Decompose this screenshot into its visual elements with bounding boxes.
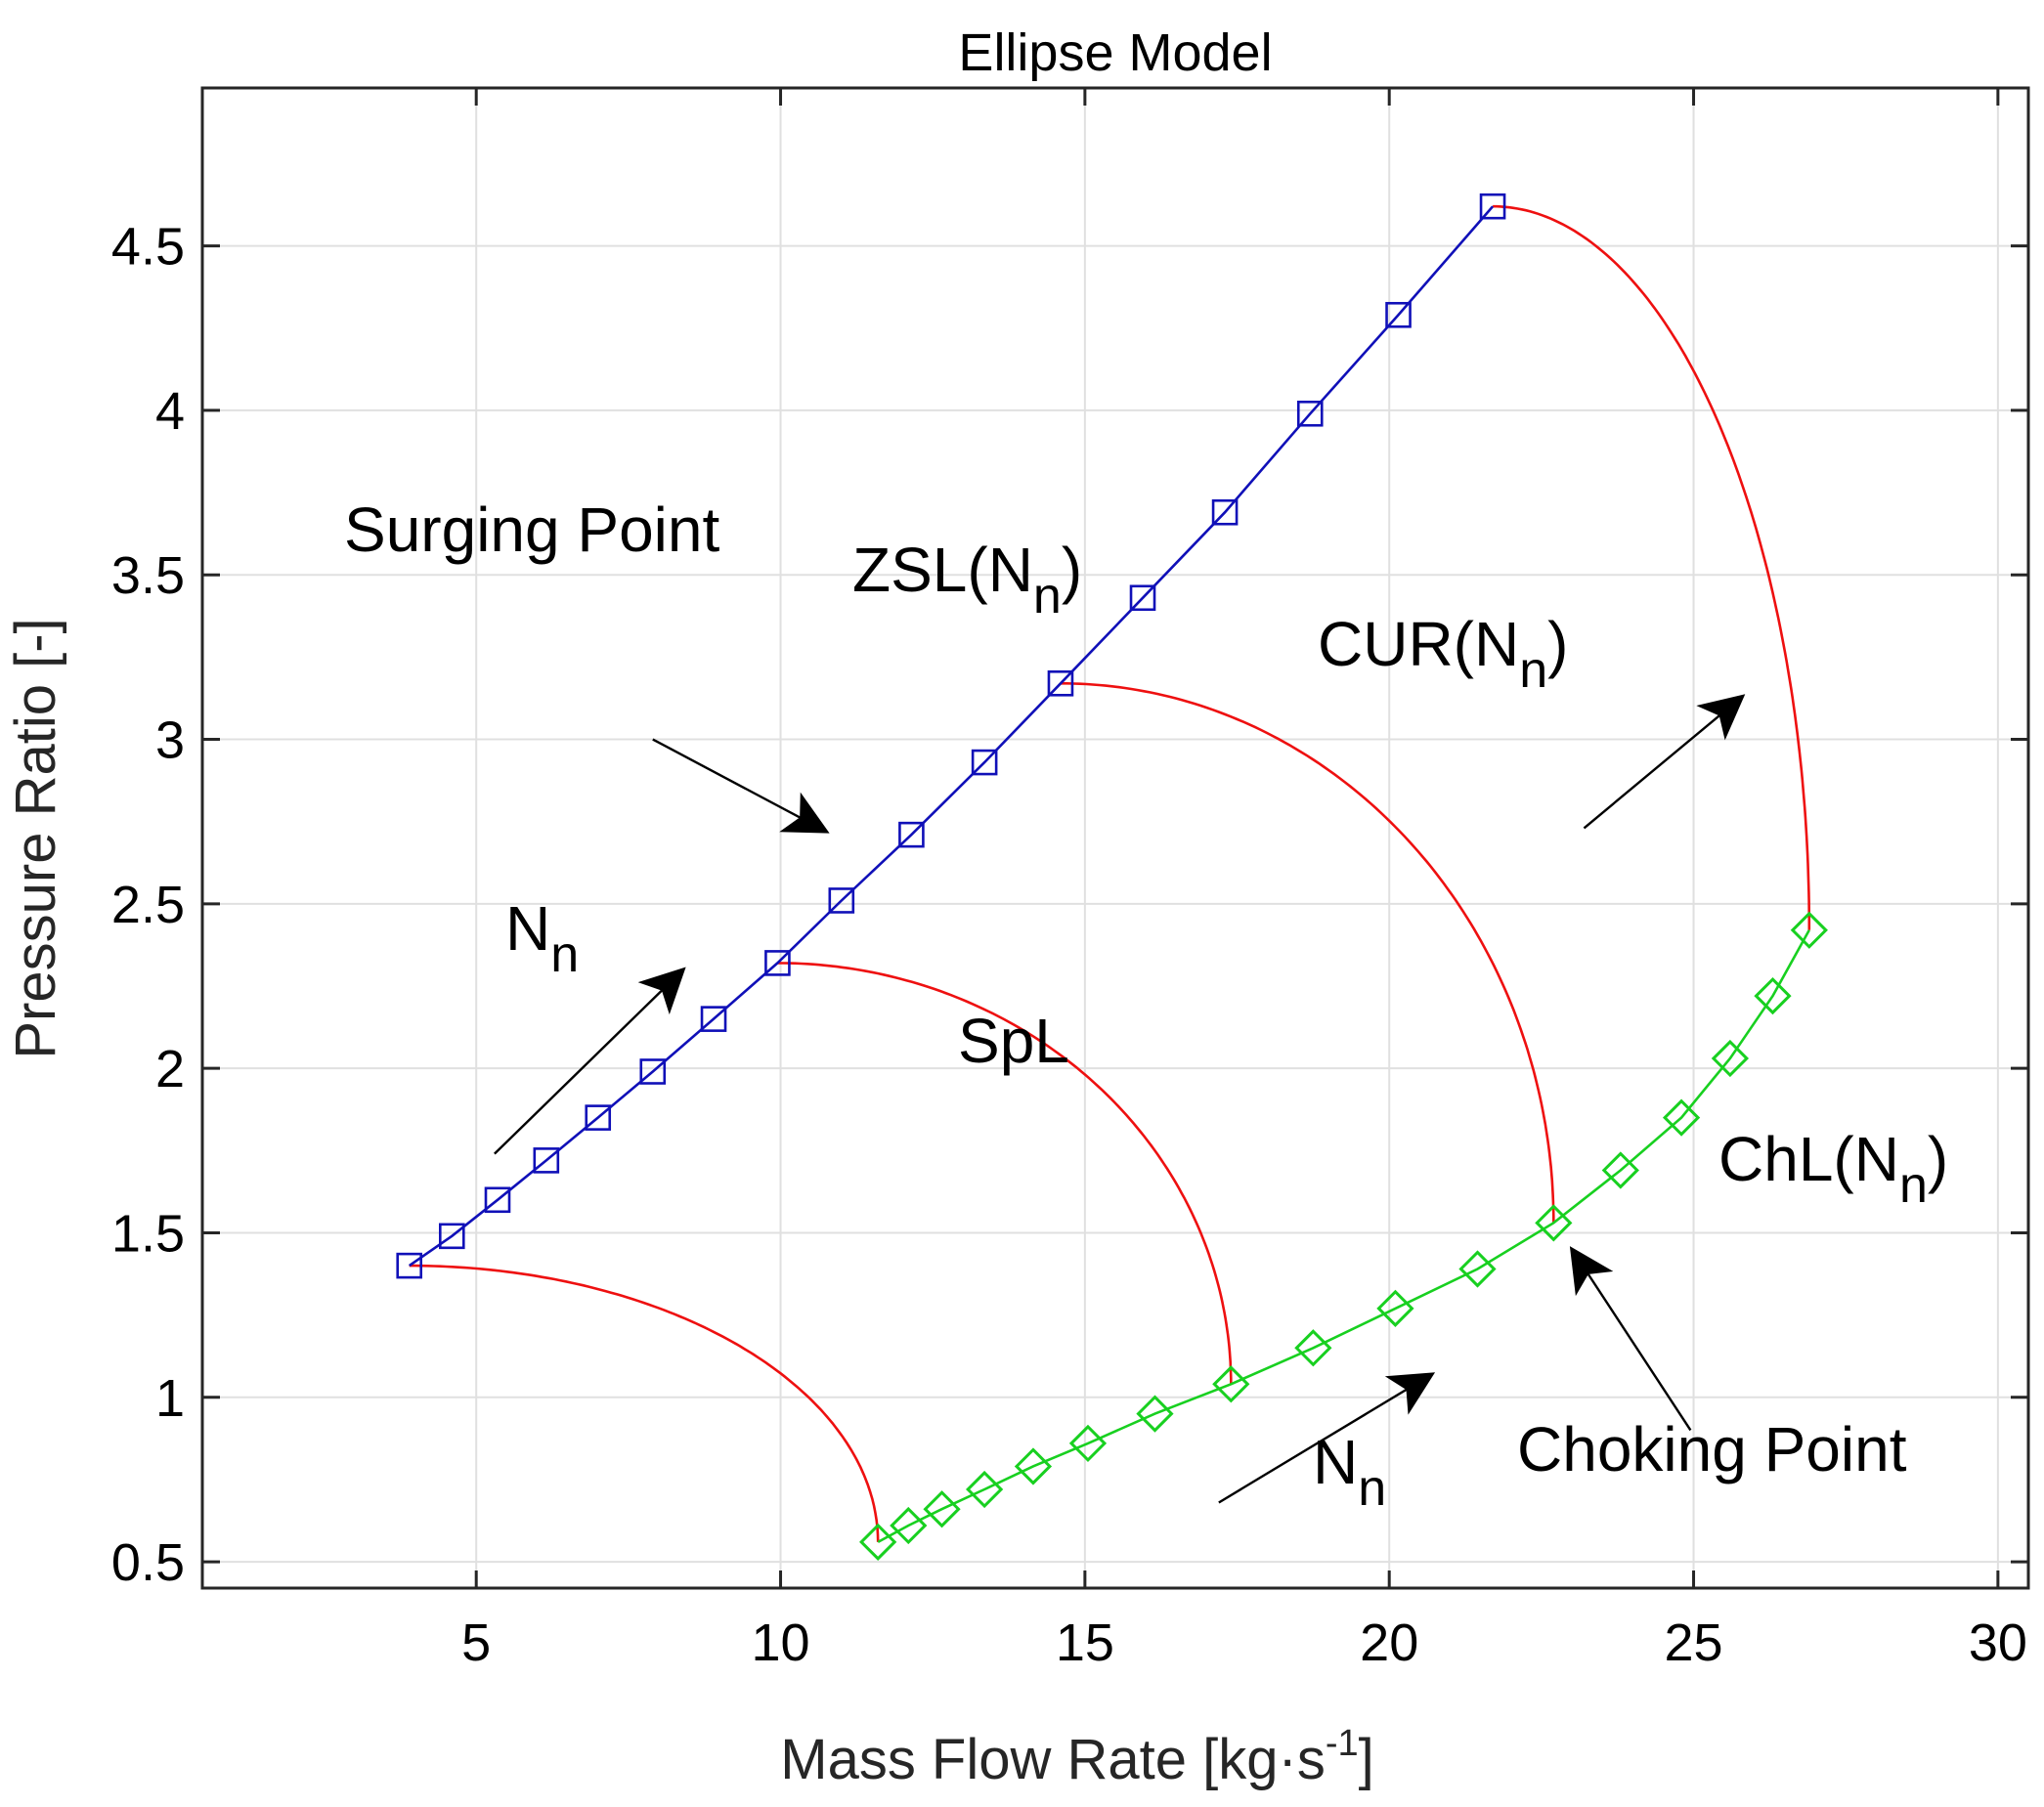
y-tick-label: 3 [155,711,185,770]
nn-lower-label: Nn [1313,1427,1386,1517]
cur-label: CUR(Nn) [1318,609,1568,699]
choke-point-diamond-marker [890,1506,928,1545]
y-tick-label: 3.5 [111,546,185,605]
surge-point-square-marker [764,950,791,976]
surge-point-square-marker [533,1147,560,1174]
choke-point-diamond-marker [1754,976,1792,1015]
chart-title: Ellipse Model [958,23,1272,82]
choke-point-diamond-marker [1662,1098,1701,1137]
choke-line [877,929,1810,1544]
cur-arrow [1583,694,1746,830]
choke-point-diamond-marker [859,1523,897,1561]
speed-line-curve [1061,681,1555,1224]
y-tick-label: 4.5 [111,218,185,277]
y-axis-label: Pressure Ratio [-] [4,618,67,1058]
surging-point-label: Surging Point [344,495,719,565]
choke-point-diamond-marker [1458,1250,1497,1288]
choke-point-diamond-marker [1136,1395,1174,1433]
surge-point-square-marker [1129,584,1156,612]
annotation-arrows [494,694,1746,1504]
y-tick-label: 2.5 [111,876,185,934]
choke-point-diamond-marker [1601,1151,1639,1189]
chl-label: ChL(Nn) [1718,1124,1948,1214]
surge-point-square-marker [898,821,925,848]
choking-point-label: Choking Point [1517,1414,1907,1484]
surge-point-square-marker [396,1252,423,1279]
surge-point-square-marker [1479,193,1506,220]
x-tick-label: 10 [751,1613,809,1672]
surge-point-square-marker [700,1006,727,1032]
surge-point-square-marker [438,1223,465,1250]
choke-point-diamond-marker [1068,1424,1108,1463]
speed-line-curve [777,962,1233,1385]
choke-point-diamond-marker [923,1490,961,1528]
choke-point-diamond-marker [1014,1447,1053,1485]
y-tick-label: 1.5 [111,1204,185,1263]
axis-ticks: 5 10 15 20 25 30 0.5 1 1.5 2 2.5 3 3.5 4 4.5 [111,88,2028,1672]
choking-arrow [1569,1246,1692,1432]
grid-lines [202,88,2028,1588]
choke-point-diamond-marker [1535,1204,1573,1242]
surging-arrow [652,738,830,834]
y-tick-label: 4 [155,382,185,441]
surge-line [408,205,1495,1268]
surge-point-square-marker [1047,669,1074,697]
choke-point-diamond-marker [966,1470,1004,1509]
surge-point-square-marker [828,887,855,914]
zsl-label: ZSL(Nn) [852,535,1082,624]
surge-point-square-marker [1211,498,1239,526]
x-tick-label: 25 [1664,1613,1722,1672]
x-tick-label: 5 [461,1613,491,1672]
choke-point-diamond-marker [1790,911,1828,949]
y-tick-label: 0.5 [111,1533,185,1592]
data-markers [396,193,1828,1561]
x-tick-label: 15 [1056,1613,1114,1672]
speed-line-curve [1493,204,1811,930]
nn-lower-arrow [1218,1372,1436,1504]
surge-point-square-marker [1296,400,1324,427]
speed-line-curve [409,1264,880,1542]
y-tick-label: 1 [155,1369,185,1428]
surge-point-square-marker [971,749,998,776]
choke-point-diamond-marker [1294,1329,1332,1367]
nn-upper-label: Nn [505,893,579,983]
x-tick-label: 20 [1360,1613,1418,1672]
surge-point-square-marker [639,1058,667,1085]
surge-point-square-marker [585,1104,612,1131]
choke-point-diamond-marker [1376,1289,1414,1327]
y-tick-label: 2 [155,1040,185,1098]
spl-label: SpL [958,1006,1069,1076]
choke-point-diamond-marker [1212,1365,1250,1403]
surge-point-square-marker [484,1186,511,1214]
plot-area-frame [200,86,2030,1590]
x-tick-label: 30 [1969,1613,2027,1672]
series-lines [408,205,1810,1544]
surge-point-square-marker [1385,301,1412,328]
speed-lines [409,204,1811,1542]
nn-upper-arrow [494,967,686,1155]
x-axis-label: Mass Flow Rate [kg·s-1] [780,1723,1374,1791]
choke-point-diamond-marker [1711,1039,1750,1078]
